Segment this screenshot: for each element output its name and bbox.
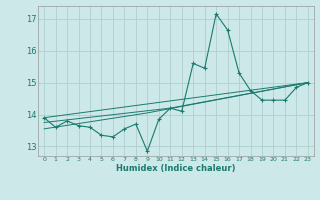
X-axis label: Humidex (Indice chaleur): Humidex (Indice chaleur) [116,164,236,173]
